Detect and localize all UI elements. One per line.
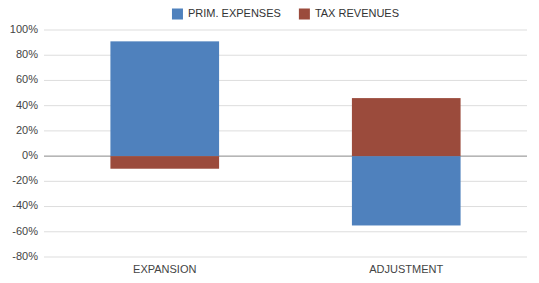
grid-line xyxy=(44,30,527,31)
chart-container: -80% -60% -40% -20% 0% 20% 40% 60% 80% 100% EXPANS… xyxy=(0,0,539,283)
y-axis: -80% -60% -40% -20% 0% 20% 40% 60% 80% 100% xyxy=(10,23,38,262)
y-tick-label: 40% xyxy=(16,99,38,111)
bar xyxy=(110,41,219,156)
y-tick-label: 60% xyxy=(16,73,38,85)
y-tick-label: 80% xyxy=(16,48,38,60)
bar xyxy=(352,156,461,225)
chart-svg: -80% -60% -40% -20% 0% 20% 40% 60% 80% 100% EXPANS… xyxy=(0,0,539,283)
grid-line xyxy=(44,257,527,258)
x-tick-label: EXPANSION xyxy=(133,263,196,275)
y-tick-label: -20% xyxy=(12,174,38,186)
bars xyxy=(110,41,460,225)
y-tick-label: -80% xyxy=(12,250,38,262)
y-tick-label: 0% xyxy=(22,149,38,161)
bar xyxy=(352,98,461,156)
bar xyxy=(110,156,219,169)
legend-swatch xyxy=(172,9,183,20)
y-tick-label: 100% xyxy=(10,23,38,35)
x-axis: EXPANSION ADJUSTMENT xyxy=(133,263,443,275)
legend-label: TAX REVENUES xyxy=(315,7,399,19)
legend-swatch xyxy=(299,9,310,20)
legend-label: PRIM. EXPENSES xyxy=(188,7,281,19)
y-tick-label: -60% xyxy=(12,225,38,237)
y-tick-label: -40% xyxy=(12,199,38,211)
legend: PRIM. EXPENSES TAX REVENUES xyxy=(172,7,399,20)
grid xyxy=(44,30,527,257)
x-tick-label: ADJUSTMENT xyxy=(369,263,443,275)
y-tick-label: 20% xyxy=(16,124,38,136)
grid-line xyxy=(44,231,527,232)
